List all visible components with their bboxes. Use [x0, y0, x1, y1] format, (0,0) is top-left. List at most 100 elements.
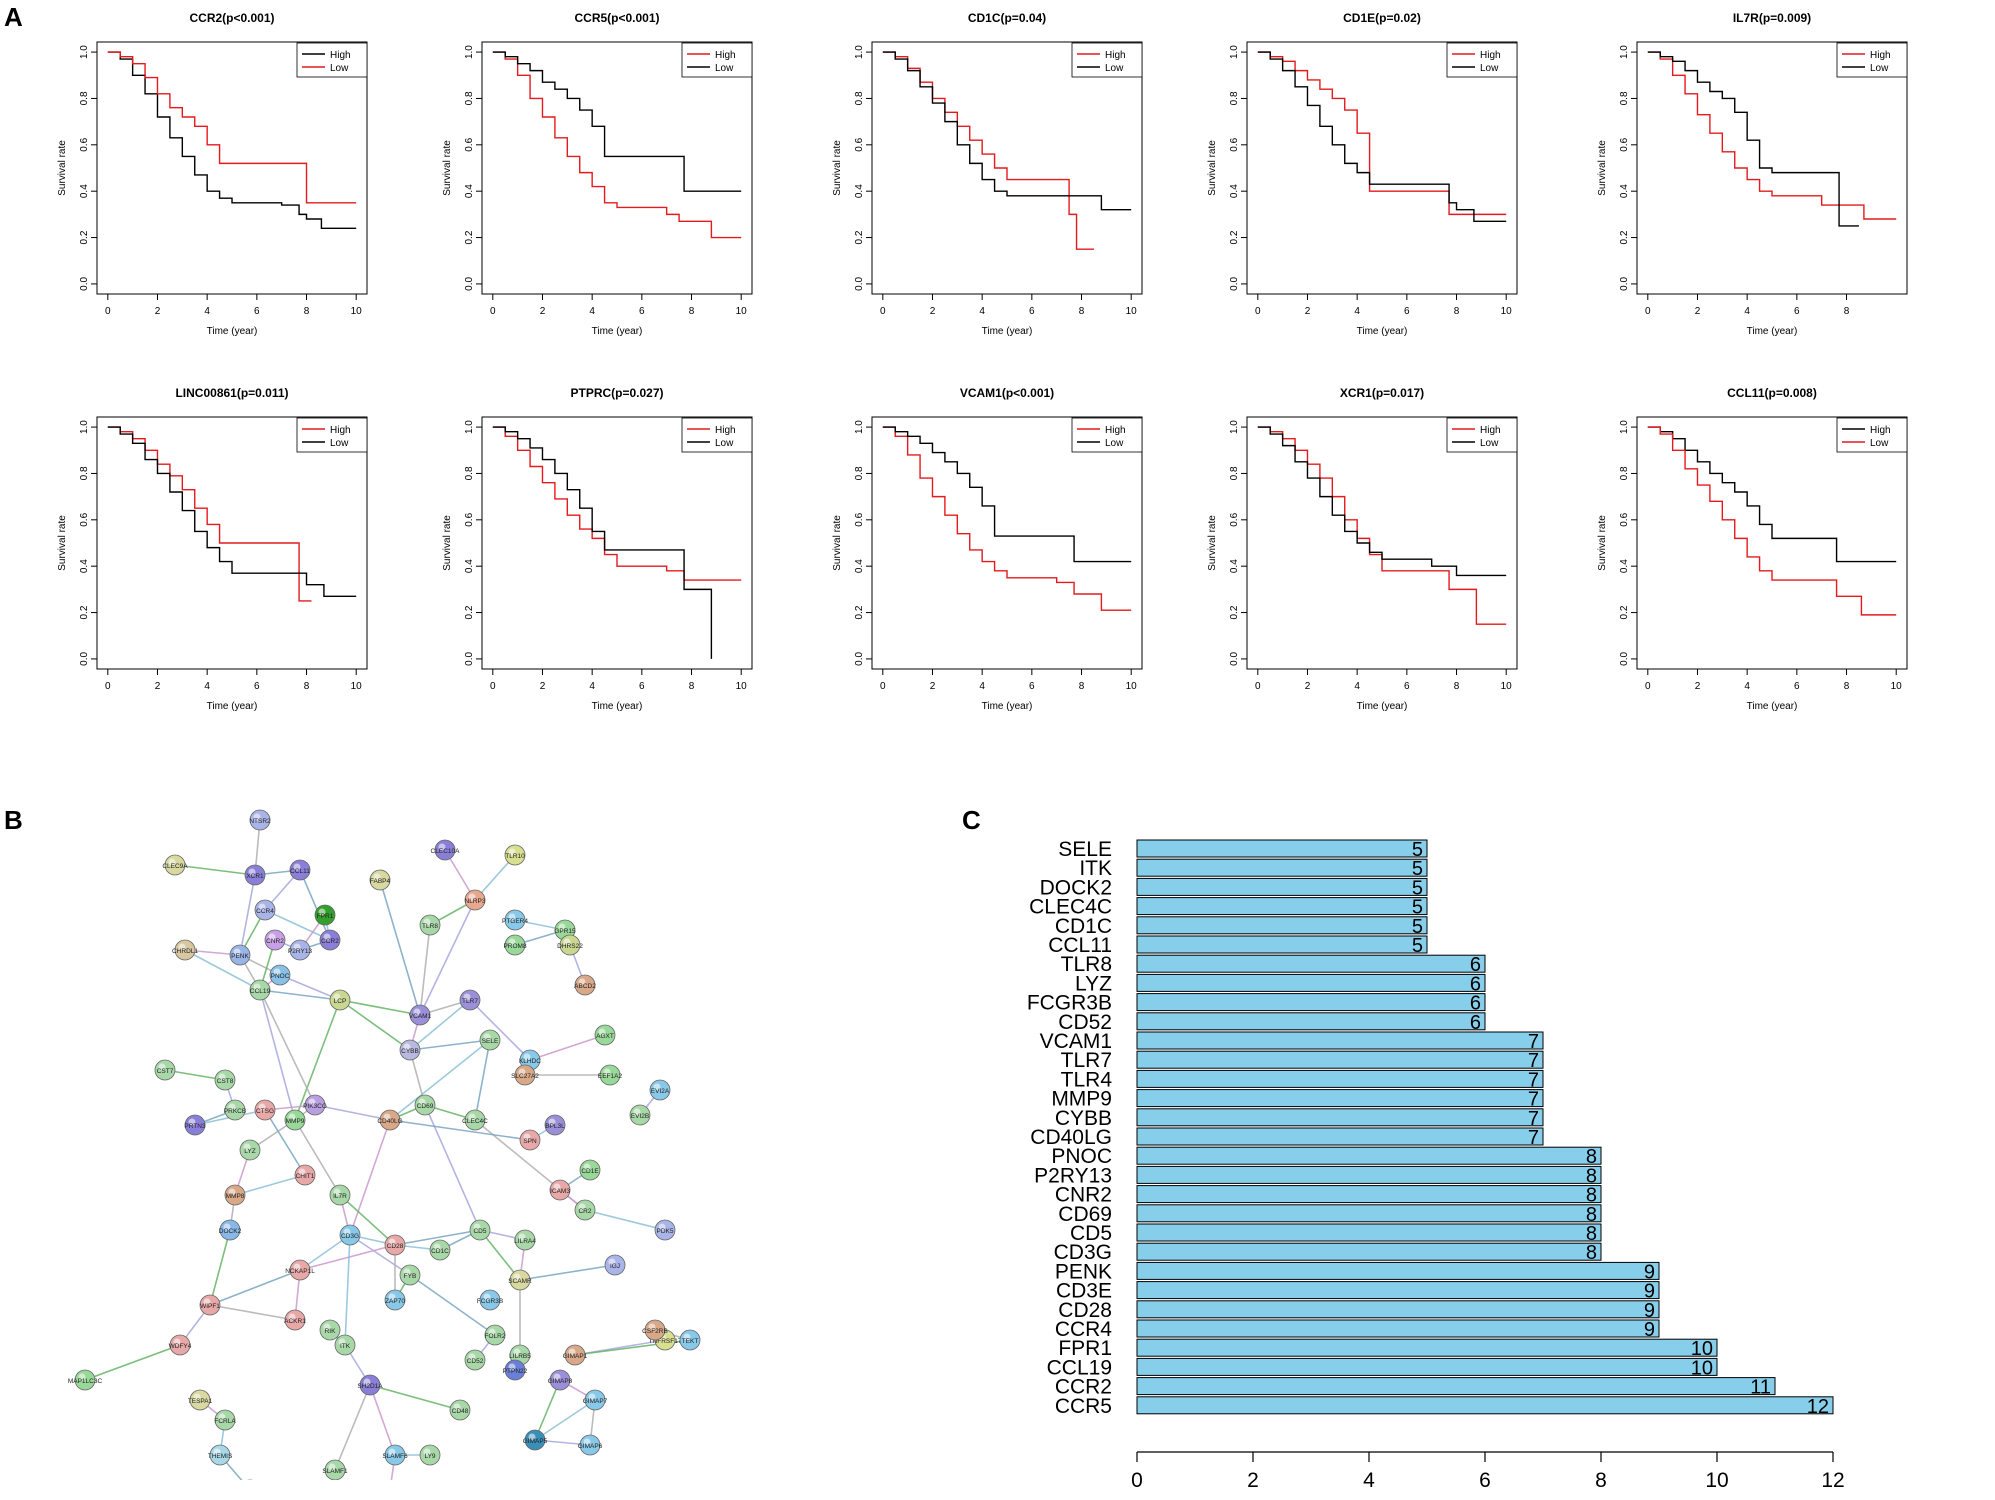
legend-label: Low: [330, 438, 349, 449]
node-label: CD3G: [341, 1233, 359, 1240]
network-node: MMP9: [284, 1109, 306, 1131]
node-highlight: [523, 1133, 531, 1141]
network-node: CHRDL1: [172, 939, 198, 961]
node-highlight: [243, 1143, 251, 1151]
plot-frame: [1636, 41, 1908, 295]
node-label: ABCD2: [574, 983, 596, 990]
y-tick-label: 0.6: [1229, 137, 1240, 151]
chart-title: CCR2(p<0.001): [189, 11, 274, 25]
network-node: LYZ: [239, 1139, 261, 1161]
x-tick-label: 4: [204, 306, 210, 317]
survival-curve-low: [107, 51, 357, 204]
x-axis-label: Time (year): [592, 326, 643, 337]
node-highlight: [433, 1243, 441, 1251]
x-tick-label: 10: [1891, 681, 1903, 692]
network-edge: [394, 1229, 481, 1246]
bar: [1136, 1300, 1660, 1319]
survival-curve-low: [492, 426, 713, 659]
node-label: P2RY13: [288, 948, 312, 955]
y-tick-label: 0.4: [79, 559, 90, 573]
node-label: EVI2B: [631, 1113, 649, 1120]
y-tick-label: 1.0: [464, 420, 475, 434]
survival-curve-low: [1647, 426, 1897, 616]
x-axis-label: Time (year): [982, 701, 1033, 712]
node-label: ITK: [340, 1343, 351, 1350]
bar: [1136, 1223, 1602, 1242]
bar-category-label: TLR8: [1061, 953, 1112, 976]
network-node: CST8: [214, 1069, 236, 1091]
y-tick-label: 0.4: [1619, 559, 1630, 573]
network-node: IL7R: [329, 1184, 351, 1206]
y-tick-label: 0.6: [464, 512, 475, 526]
bar: [1136, 1012, 1486, 1031]
bar-category-label: PENK: [1055, 1260, 1112, 1283]
legend-box: [1446, 42, 1518, 78]
node-highlight: [248, 868, 256, 876]
node-label: PRTN3: [184, 1123, 206, 1130]
legend-box: [296, 417, 368, 453]
legend-box: [1836, 417, 1908, 453]
network-node: ITK: [334, 1334, 356, 1356]
bar-category-label: DOCK2: [1040, 876, 1112, 899]
x-tick-label: 10: [1705, 1469, 1728, 1492]
network-node: PRTN3: [184, 1114, 206, 1136]
x-tick-label: 6: [1794, 306, 1800, 317]
bar: [1136, 1261, 1660, 1280]
network-node: CR2: [574, 1199, 596, 1221]
y-tick-label: 1.0: [1619, 420, 1630, 434]
y-axis-label: Survival rate: [1597, 140, 1608, 196]
node-highlight: [423, 918, 431, 926]
node-label: CCL11: [290, 868, 310, 875]
node-highlight: [508, 1363, 516, 1371]
y-tick-label: 1.0: [854, 420, 865, 434]
node-label: CYBB: [401, 1048, 419, 1055]
node-highlight: [158, 1063, 166, 1071]
network-node: CNR2: [264, 929, 286, 951]
x-tick-label: 0: [1645, 681, 1651, 692]
network-node: CD48: [449, 1399, 471, 1421]
y-tick-label: 0.0: [464, 652, 475, 666]
node-highlight: [218, 1413, 226, 1421]
panel-label-c: C: [962, 805, 981, 835]
km-il7r: IL7R(p=0.009) 0.0 0.2 0.4 0.6 0.8 1.0 Survival …: [1597, 11, 1908, 337]
bar-category-label: FPR1: [1058, 1337, 1112, 1360]
node-highlight: [518, 1068, 526, 1076]
y-tick-label: 0.6: [1619, 512, 1630, 526]
network-node: GIMAP7: [583, 1389, 608, 1411]
chart-title: CD1C(p=0.04): [968, 11, 1046, 25]
y-tick-label: 0.6: [1619, 137, 1630, 151]
y-tick-label: 0.6: [854, 512, 865, 526]
node-label: FOLR2: [485, 1333, 506, 1340]
legend-box: [681, 417, 753, 453]
network-node: CLEC10A: [431, 839, 460, 861]
node-highlight: [258, 1103, 266, 1111]
bar-value-label: 5: [1412, 897, 1423, 919]
node-label: CD28: [387, 1243, 404, 1250]
network-node: CD1E: [579, 1159, 601, 1181]
network-node: PIK3CG: [303, 1094, 327, 1116]
node-label: ICAM3: [550, 1188, 570, 1195]
chart-title: XCR1(p=0.017): [1340, 386, 1424, 400]
node-label: THEMIS: [208, 1453, 233, 1460]
bar-category-label: VCAM1: [1040, 1030, 1112, 1053]
x-tick-label: 10: [1501, 681, 1513, 692]
x-tick-label: 0: [1645, 306, 1651, 317]
node-label: PIK3CG: [303, 1103, 327, 1110]
x-axis-label: Time (year): [1357, 326, 1408, 337]
network-edge: [469, 999, 531, 1061]
node-highlight: [658, 1223, 666, 1231]
node-highlight: [633, 1108, 641, 1116]
legend-label: High: [1105, 50, 1126, 61]
bar-category-label: MMP9: [1051, 1088, 1112, 1111]
network-node: CCL19: [249, 979, 271, 1001]
y-tick-label: 0.2: [1229, 230, 1240, 244]
network-node: NTSR2: [249, 809, 271, 831]
node-highlight: [308, 1098, 316, 1106]
x-tick-label: 2: [155, 681, 161, 692]
bar: [1136, 897, 1428, 916]
node-label: CD52: [467, 1358, 484, 1365]
x-axis-label: Time (year): [1747, 701, 1798, 712]
y-tick-label: 0.6: [1229, 512, 1240, 526]
node-label: TLR8: [422, 923, 438, 930]
node-label: CR2: [578, 1208, 591, 1215]
